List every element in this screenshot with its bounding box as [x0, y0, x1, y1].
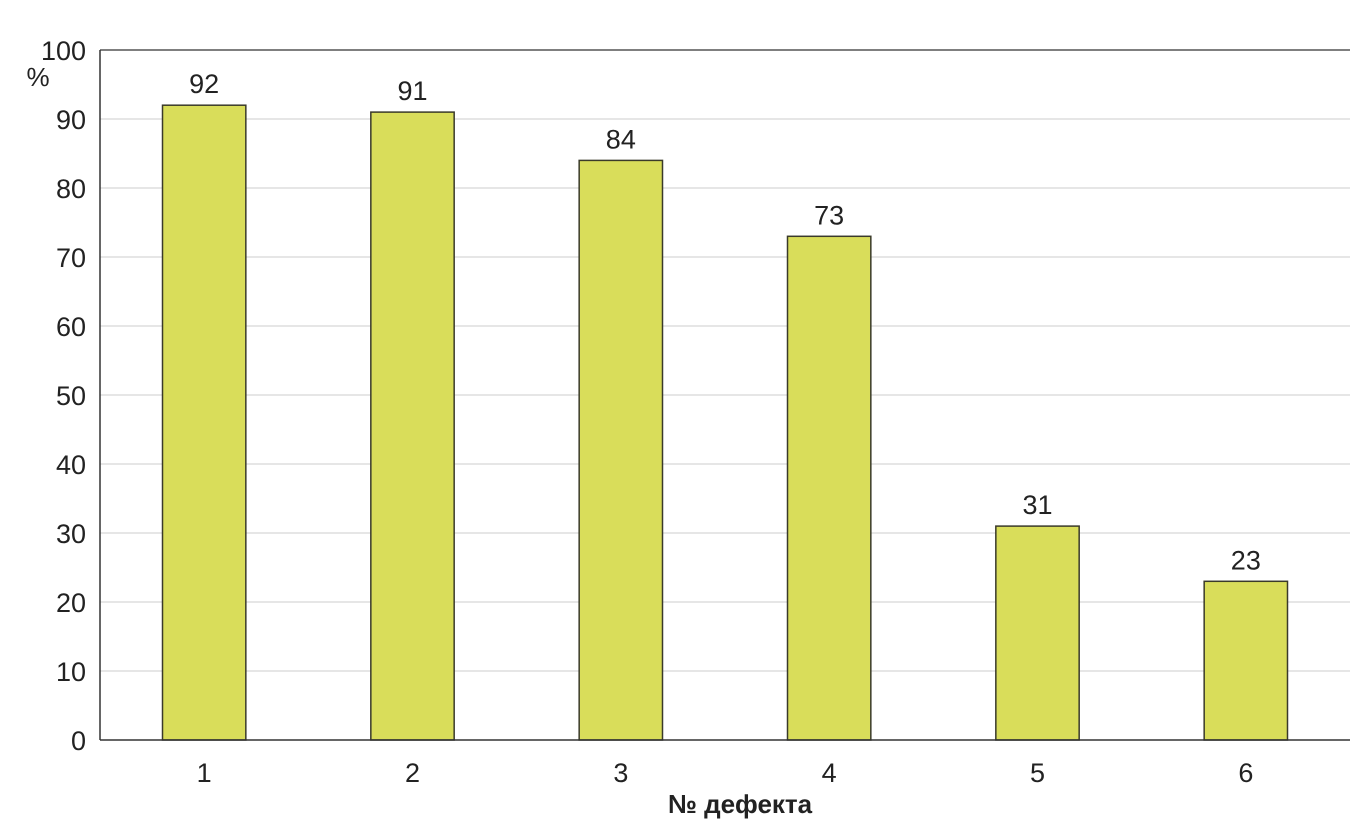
- y-tick-label: 50: [56, 381, 86, 411]
- y-tick-label: 30: [56, 519, 86, 549]
- bar: [370, 111, 455, 741]
- bar: [1203, 580, 1289, 741]
- bar-value-label: 92: [189, 69, 219, 99]
- bar: [161, 104, 247, 741]
- bars: [161, 104, 1289, 741]
- y-tick-label: 10: [56, 657, 86, 687]
- bar: [786, 235, 872, 741]
- axes: [99, 49, 1350, 741]
- y-tick-label: 90: [56, 105, 86, 135]
- x-tick-label: 5: [1030, 758, 1045, 788]
- x-tick-label: 4: [822, 758, 837, 788]
- y-tick-label: 100: [41, 36, 86, 66]
- y-axis-unit-label: %: [26, 62, 49, 92]
- x-tick-label: 2: [405, 758, 420, 788]
- y-tick-label: 80: [56, 174, 86, 204]
- x-tick-label: 3: [613, 758, 628, 788]
- bar: [578, 159, 664, 741]
- y-tick-label: 70: [56, 243, 86, 273]
- x-tick-label: 6: [1238, 758, 1253, 788]
- x-tick-labels: 1 2 3 4 5 6: [197, 758, 1254, 788]
- bar-value-label: 31: [1022, 490, 1052, 520]
- bar-value-label: 73: [814, 200, 844, 230]
- y-tick-label: 40: [56, 450, 86, 480]
- gridlines: [100, 118, 1350, 672]
- y-tick-label: 60: [56, 312, 86, 342]
- y-tick-labels: 0 10 20 30 40 50 60 70 80 90 100: [41, 36, 86, 756]
- data-labels: 92 91 84 73 31 23: [189, 69, 1261, 575]
- bar-value-label: 23: [1231, 545, 1261, 575]
- y-tick-label: 0: [71, 726, 86, 756]
- bar-value-label: 91: [397, 76, 427, 106]
- x-axis-title: № дефекта: [668, 789, 813, 819]
- x-tick-label: 1: [197, 758, 212, 788]
- y-tick-label: 20: [56, 588, 86, 618]
- bar-value-label: 84: [606, 124, 636, 154]
- bar: [995, 525, 1080, 741]
